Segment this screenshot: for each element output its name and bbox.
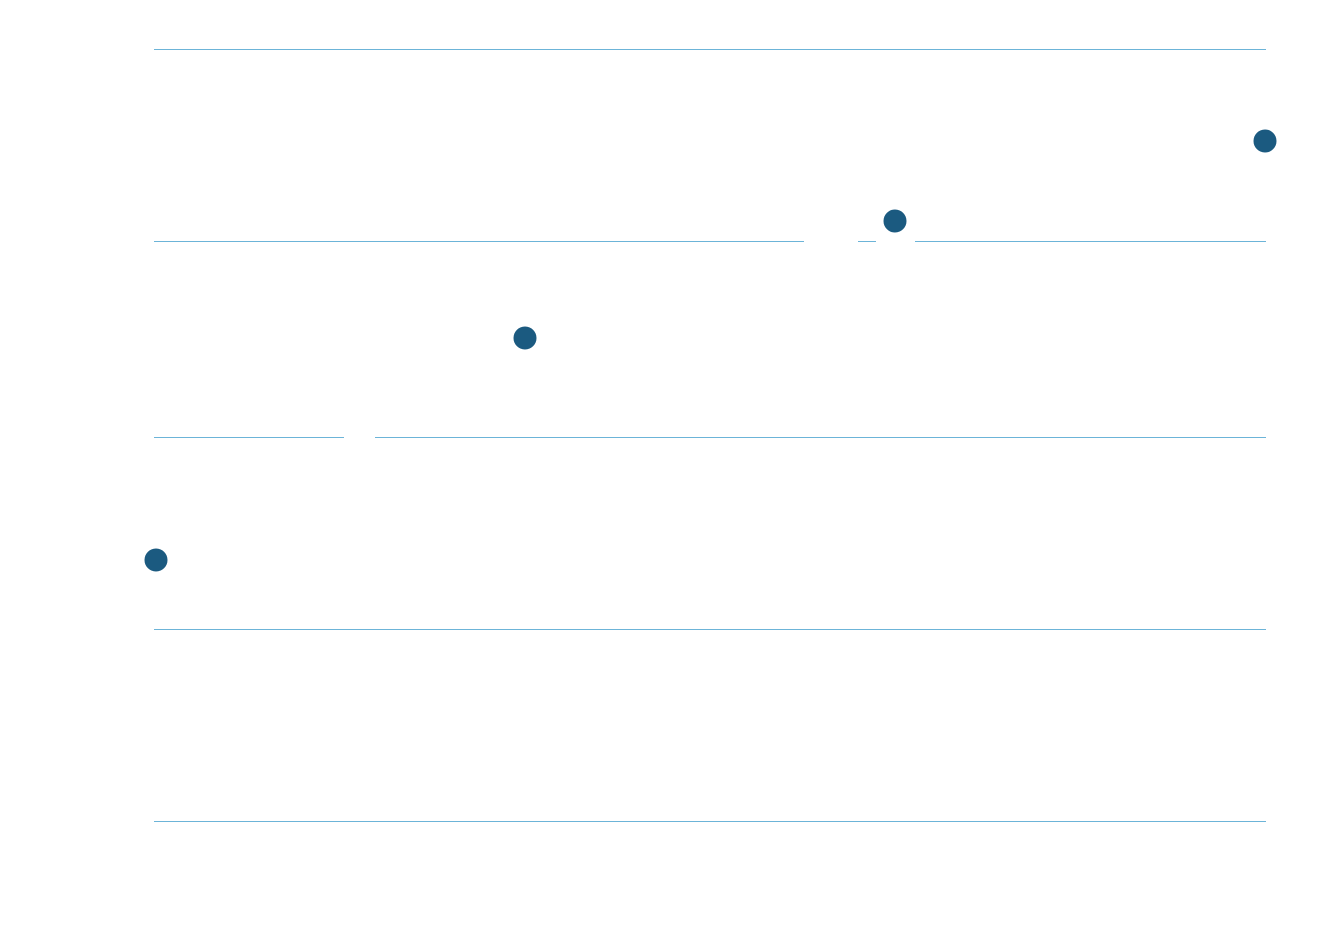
dot [511, 324, 539, 352]
dot [881, 207, 909, 235]
dot [1251, 127, 1279, 155]
dot [142, 546, 170, 574]
